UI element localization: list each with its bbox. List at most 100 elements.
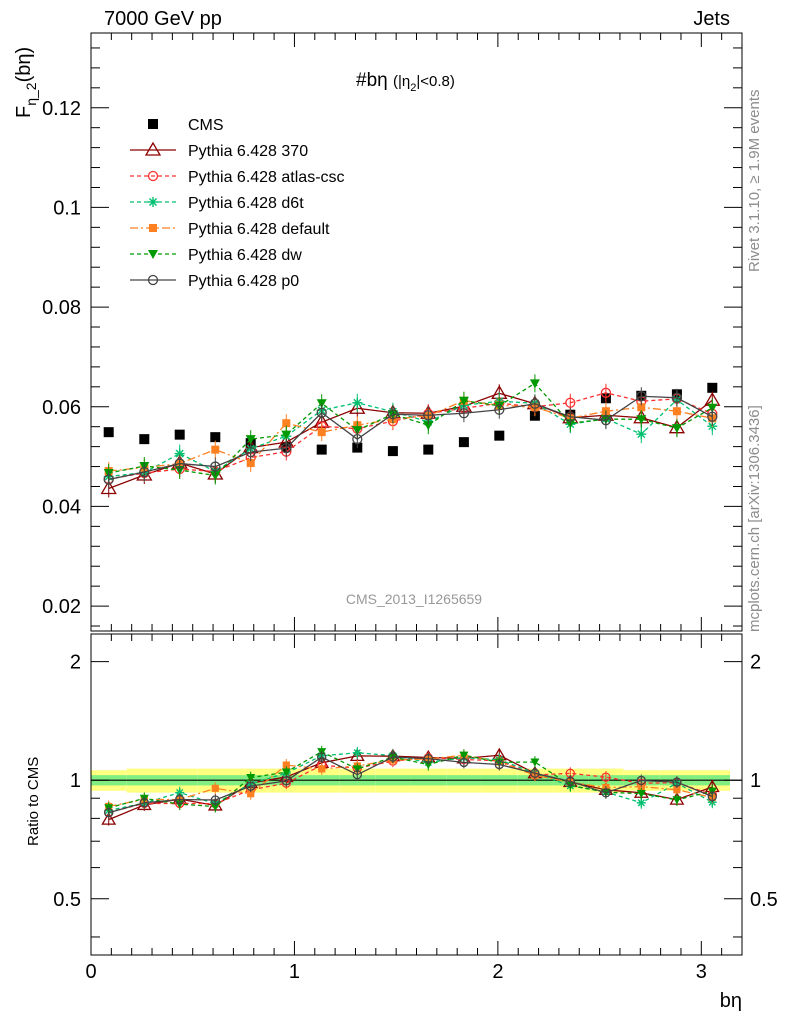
x-axis-ticks: [90, 33, 743, 955]
marker-circle: [281, 442, 292, 454]
legend-label: Pythia 6.428 370: [188, 143, 308, 160]
series-line: [108, 398, 713, 478]
ratio-y-tick-label: 2: [70, 652, 81, 674]
ratio-y-tick-label-right: 2: [750, 652, 761, 674]
marker-circle: [388, 752, 398, 762]
marker-circle: [147, 274, 159, 286]
marker-star-stroke: [353, 749, 361, 757]
marker-star-stroke: [637, 430, 646, 439]
marker-circle: [210, 461, 221, 472]
legend-label: Pythia 6.428 d6t: [188, 195, 304, 212]
x-axis-label: bη: [720, 990, 742, 1012]
process-label: Jets: [693, 8, 730, 30]
marker-circle: [636, 391, 647, 402]
marker-circle: [174, 794, 185, 805]
marker-triangle-down: [210, 471, 221, 481]
marker-circle: [601, 788, 611, 798]
marker-circle: [139, 798, 150, 808]
marker-star: [352, 397, 363, 408]
series-line: [108, 392, 713, 480]
marker-circle: [600, 415, 612, 426]
legend-item-p0: Pythia 6.428 p0: [130, 273, 299, 290]
marker-circle: [529, 398, 541, 409]
marker-circle: [245, 781, 256, 791]
marker-circle: [174, 458, 185, 469]
legend-item-d6t: Pythia 6.428 d6t: [130, 195, 304, 212]
plot-title: #bη (|η2|<0.8): [356, 70, 455, 94]
marker-triangle-down: [423, 761, 433, 770]
ratio-y-axis-label: Ratio to CMS: [25, 757, 42, 846]
marker-circle: [636, 775, 646, 786]
marker-star-stroke: [175, 449, 184, 458]
marker-star-stroke: [353, 398, 362, 407]
ratio-y-tick-label: 0.5: [53, 889, 81, 911]
marker-triangle-down: [636, 415, 647, 425]
marker-triangle: [144, 141, 162, 156]
mcplots-label-container: mcplots.cern.ch [arXiv:1306.3436]: [746, 340, 768, 632]
main-y-ticks: [91, 47, 742, 627]
marker-square: [672, 407, 681, 416]
marker-circle: [210, 795, 221, 805]
series-atlas: [103, 383, 718, 489]
legend-label: Pythia 6.428 atlas-csc: [188, 169, 345, 186]
marker-square: [637, 783, 645, 791]
marker-triangle: [349, 399, 366, 414]
x-tick-label: 1: [289, 961, 300, 983]
marker-circle: [316, 407, 327, 418]
marker-square: [174, 429, 185, 440]
legend-item-CMS: CMS: [148, 117, 224, 134]
marker-circle: [387, 409, 399, 420]
marker-square: [458, 437, 469, 448]
marker-square: [247, 790, 255, 798]
mcplots-label: mcplots.cern.ch [arXiv:1306.3436]: [746, 405, 763, 632]
marker-triangle-down: [530, 758, 540, 767]
series-line: [108, 395, 713, 481]
marker-triangle: [101, 812, 117, 825]
marker-circle: [494, 404, 505, 415]
marker-square: [282, 761, 290, 769]
marker-circle: [707, 791, 717, 802]
legend-label: Pythia 6.428 p0: [188, 273, 299, 290]
marker-triangle-down: [423, 421, 434, 431]
marker-circle: [103, 474, 114, 485]
marker-triangle-down: [281, 430, 292, 440]
legend-item-atlas: Pythia 6.428 atlas-csc: [130, 169, 345, 186]
marker-circle: [530, 768, 540, 778]
marker-square: [149, 224, 157, 232]
series-default: [104, 391, 717, 481]
marker-square: [210, 432, 221, 443]
legend-label: Pythia 6.428 dw: [188, 247, 302, 264]
marker-square: [494, 430, 505, 441]
marker-circle: [565, 397, 576, 408]
marker-square: [103, 427, 114, 438]
marker-triangle-down: [245, 435, 256, 445]
energy-label: 7000 GeV pp: [104, 8, 222, 30]
y-tick-label: 0.04: [42, 496, 81, 518]
marker-triangle-down: [672, 796, 682, 805]
ratio-y-ticks: [91, 661, 742, 938]
marker-circle: [423, 753, 433, 764]
marker-square: [423, 444, 434, 455]
marker-square: [317, 428, 326, 437]
marker-star-stroke: [176, 788, 184, 797]
marker-circle: [601, 772, 611, 782]
y-tick-label: 0.1: [53, 197, 81, 219]
rivet-label-container: Rivet 3.1.10, ≥ 1.9M events: [746, 36, 768, 273]
marker-triangle-down: [459, 751, 469, 760]
marker-circle: [103, 808, 114, 818]
marker-star: [352, 748, 362, 758]
marker-circle: [139, 466, 150, 478]
marker-square: [673, 786, 681, 794]
marker-circle: [147, 170, 159, 182]
legend-label: Pythia 6.428 default: [188, 221, 330, 238]
marker-triangle-down: [281, 768, 291, 777]
marker-circle: [707, 411, 718, 422]
marker-circle: [672, 777, 682, 787]
marker-star-stroke: [149, 198, 157, 206]
marker-circle: [245, 446, 256, 458]
rivet-version-label: Rivet 3.1.10, ≥ 1.9M events: [746, 89, 763, 273]
marker-circle: [316, 752, 327, 762]
marker-square: [387, 446, 398, 457]
x-tick-label: 3: [696, 961, 707, 983]
